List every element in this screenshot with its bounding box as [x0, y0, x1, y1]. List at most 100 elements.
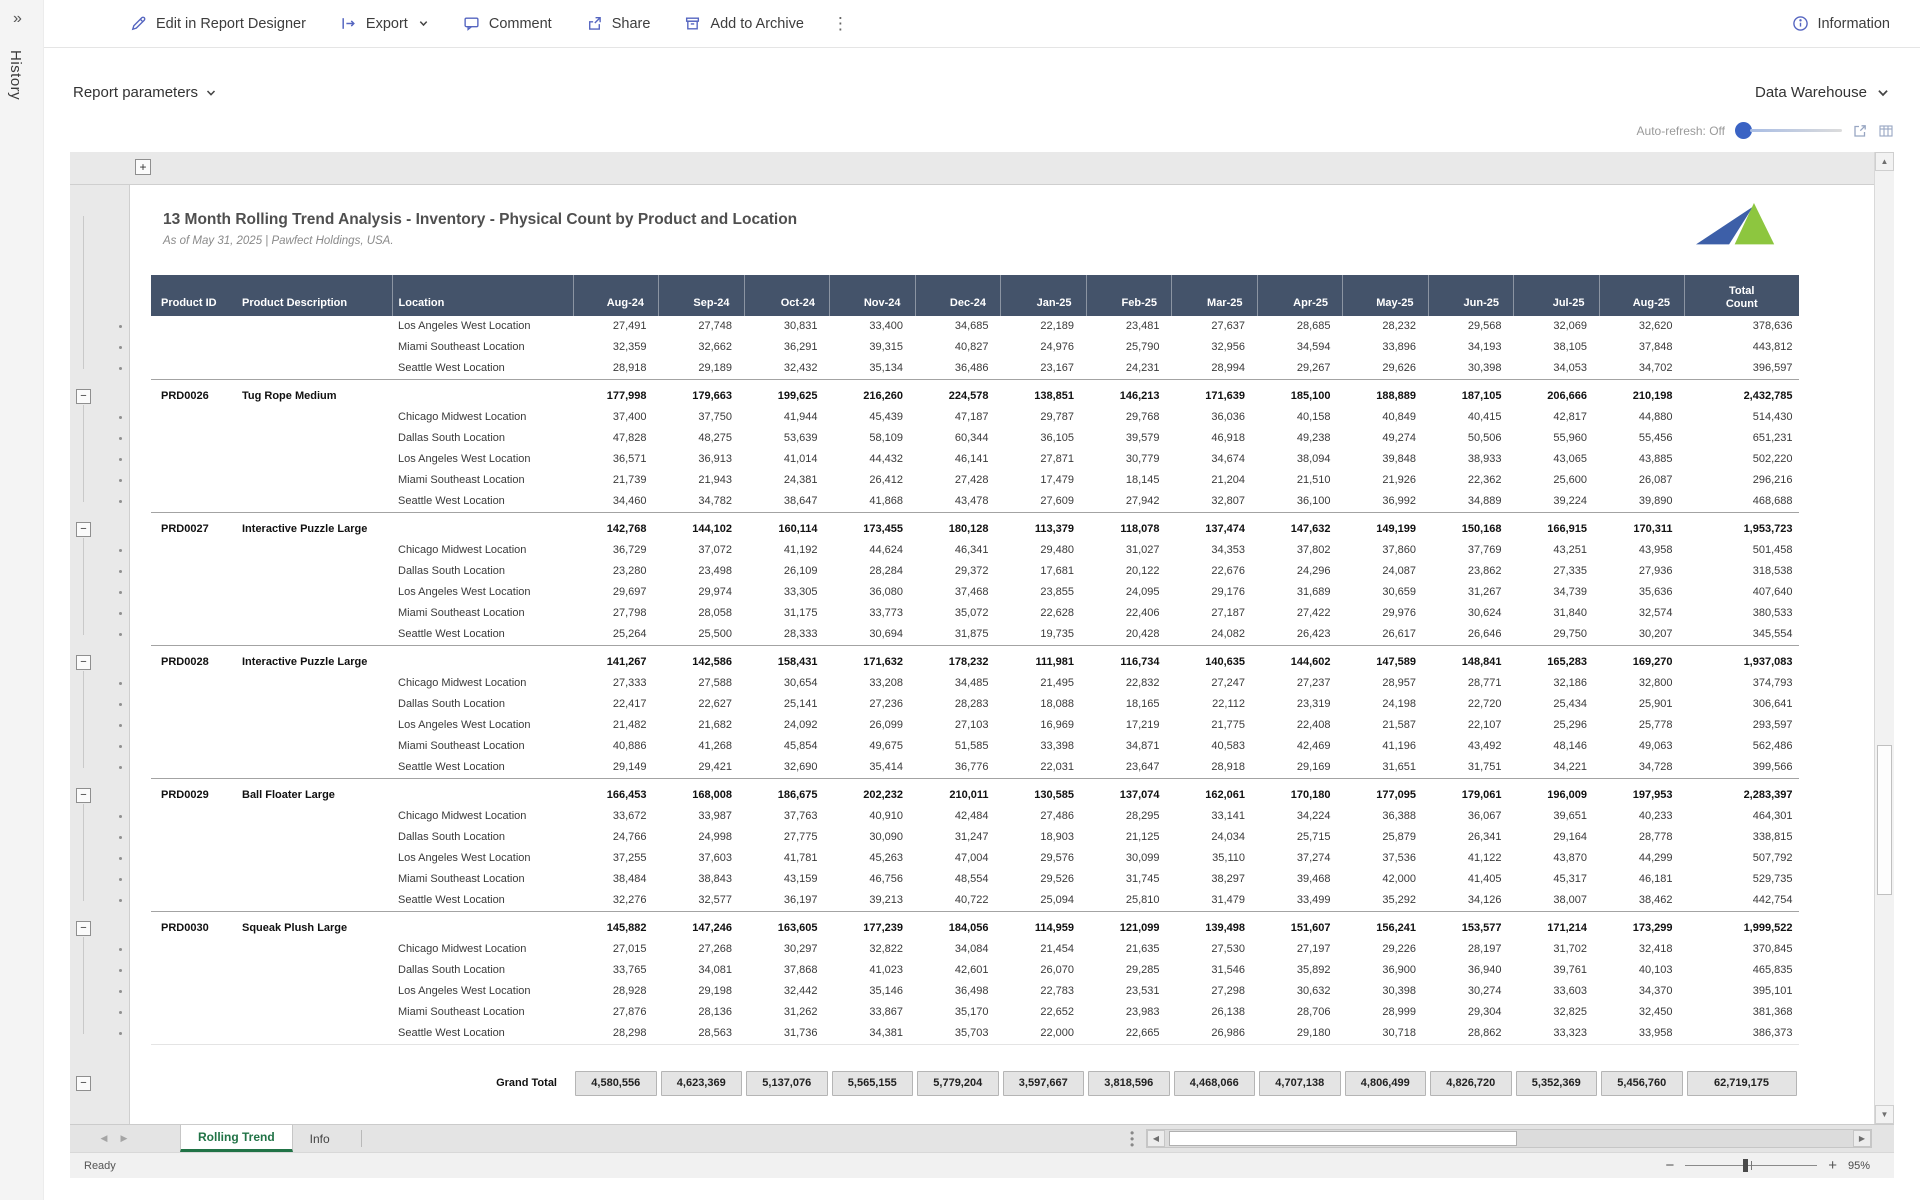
table-cell: PRD0030	[151, 911, 240, 939]
scroll-down-arrow[interactable]: ▼	[1875, 1105, 1894, 1124]
table-cell: 37,468	[954, 586, 989, 598]
open-in-window-icon[interactable]	[1852, 123, 1868, 139]
zoom-percentage: 95%	[1847, 1159, 1870, 1172]
scroll-left-arrow[interactable]: ◀	[1147, 1130, 1165, 1147]
information-button[interactable]: Information	[1792, 15, 1890, 32]
data-grid-icon[interactable]	[1878, 123, 1894, 139]
table-cell: 165,283	[1513, 645, 1599, 673]
table-cell: 38,462	[1638, 894, 1673, 906]
table-cell: 40,583	[1211, 740, 1245, 752]
table-cell: 381,368	[1752, 1006, 1793, 1018]
table-cell: Squeak Plush Large	[240, 911, 392, 939]
history-rail: » History	[0, 0, 44, 1200]
data-source-selector[interactable]: Data Warehouse	[1755, 84, 1890, 101]
auto-refresh-toggle[interactable]	[1735, 122, 1842, 139]
table-cell: 35,110	[1212, 852, 1245, 864]
zoom-slider-track[interactable]	[1685, 1159, 1818, 1172]
scroll-right-arrow[interactable]: ▶	[1853, 1130, 1871, 1147]
table-cell: 26,617	[1382, 628, 1416, 640]
tab-scroll-right-arrow[interactable]: ▶	[120, 1133, 128, 1143]
table-cell: 28,197	[1467, 943, 1502, 955]
table-cell	[151, 1023, 240, 1045]
table-cell	[240, 757, 392, 779]
table-cell: Los Angeles West Location	[398, 852, 531, 864]
vertical-scrollbar[interactable]: ▲ ▼	[1874, 152, 1894, 1124]
table-cell: 22,362	[1467, 474, 1502, 486]
table-cell: 22,665	[1125, 1027, 1160, 1039]
table-cell: Chicago Midwest Location	[398, 677, 527, 689]
expand-history-button[interactable]: »	[13, 10, 22, 27]
table-cell: 40,827	[954, 341, 989, 353]
table-cell: 34,081	[698, 964, 732, 976]
location-row: Miami Southeast Location 32,359 32,662 36,2…	[151, 337, 1799, 358]
tab-area-splitter[interactable]: • • •	[1130, 1126, 1135, 1152]
pencil-icon	[130, 15, 147, 32]
table-cell: 34,594	[1296, 341, 1331, 353]
tab-scroll-left-arrow[interactable]: ◀	[100, 1133, 108, 1143]
table-cell: 34,084	[954, 943, 989, 955]
table-cell: 28,918	[612, 362, 647, 374]
table-cell: 29,149	[612, 761, 647, 773]
table-cell: 17,681	[1040, 565, 1074, 577]
column-header: Aug-24	[572, 275, 659, 316]
table-cell: 28,685	[1296, 320, 1331, 332]
share-button[interactable]: Share	[586, 15, 651, 32]
table-cell: 30,831	[783, 320, 818, 332]
spacer-row	[151, 1044, 1799, 1071]
table-cell: 58,109	[869, 432, 903, 444]
table-cell: 529,735	[1752, 873, 1793, 885]
table-cell: 18,145	[1125, 474, 1160, 486]
column-header: Apr-25	[1256, 275, 1343, 316]
location-row: Los Angeles West Location 36,571 36,913 41,…	[151, 449, 1799, 470]
table-cell: 21,204	[1211, 474, 1245, 486]
table-cell: 27,530	[1211, 943, 1245, 955]
edit-in-report-designer-button[interactable]: Edit in Report Designer	[130, 15, 306, 32]
product-total-row: PRD0027 Interactive Puzzle Large 142,768 14…	[151, 512, 1799, 540]
table-cell: 31,689	[1296, 586, 1331, 598]
table-cell: 28,994	[1211, 362, 1245, 374]
vertical-scroll-thumb[interactable]	[1877, 745, 1892, 895]
table-cell: 34,782	[698, 495, 732, 507]
table-cell: 35,636	[1638, 586, 1673, 598]
table-cell: 36,571	[612, 453, 647, 465]
tab-info[interactable]: Info	[309, 1131, 330, 1146]
table-cell: 34,224	[1296, 810, 1331, 822]
table-cell: 21,682	[698, 719, 732, 731]
tab-divider	[360, 1130, 362, 1147]
table-cell: 18,088	[1040, 698, 1074, 710]
table-cell: 49,238	[1296, 432, 1331, 444]
table-cell: 36,036	[1211, 411, 1245, 423]
zoom-in-button[interactable]: +	[1828, 1157, 1837, 1174]
add-to-archive-button[interactable]: Add to Archive	[684, 15, 804, 32]
zoom-out-button[interactable]: −	[1665, 1157, 1675, 1174]
table-cell: 43,870	[1553, 852, 1587, 864]
table-cell: 142,768	[573, 512, 659, 540]
zoom-slider-handle[interactable]	[1743, 1159, 1749, 1172]
table-cell: 23,531	[1125, 985, 1160, 997]
toolbar-more-button[interactable]: ⋮	[831, 13, 849, 33]
table-cell: Seattle West Location	[398, 894, 505, 906]
scroll-up-arrow[interactable]: ▲	[1875, 152, 1894, 171]
table-cell: 514,430	[1752, 411, 1793, 423]
table-cell: 28,295	[1125, 810, 1160, 822]
table-cell: 27,588	[698, 677, 732, 689]
toolbar-item-label: Share	[611, 15, 651, 32]
status-bar: Ready − + 95%	[70, 1152, 1894, 1178]
horizontal-scrollbar[interactable]: ◀ ▶	[1146, 1129, 1872, 1148]
export-button[interactable]: Export	[340, 15, 429, 32]
tab-rolling-trend[interactable]: Rolling Trend	[180, 1125, 293, 1152]
table-cell: 26,341	[1467, 831, 1502, 843]
table-cell	[240, 316, 392, 337]
comment-button[interactable]: Comment	[463, 15, 552, 32]
table-cell: 26,109	[783, 565, 818, 577]
table-cell	[151, 827, 240, 848]
table-cell: Miami Southeast Location	[398, 607, 525, 619]
horizontal-scroll-thumb[interactable]	[1169, 1131, 1517, 1146]
outline-expand-button[interactable]: +	[135, 159, 151, 175]
table-cell	[392, 778, 573, 806]
report-parameters-toggle[interactable]: Report parameters	[73, 84, 217, 101]
information-label: Information	[1817, 15, 1890, 32]
table-cell: 41,014	[783, 453, 818, 465]
table-cell: 35,134	[869, 362, 903, 374]
table-cell: 36,498	[954, 985, 989, 997]
